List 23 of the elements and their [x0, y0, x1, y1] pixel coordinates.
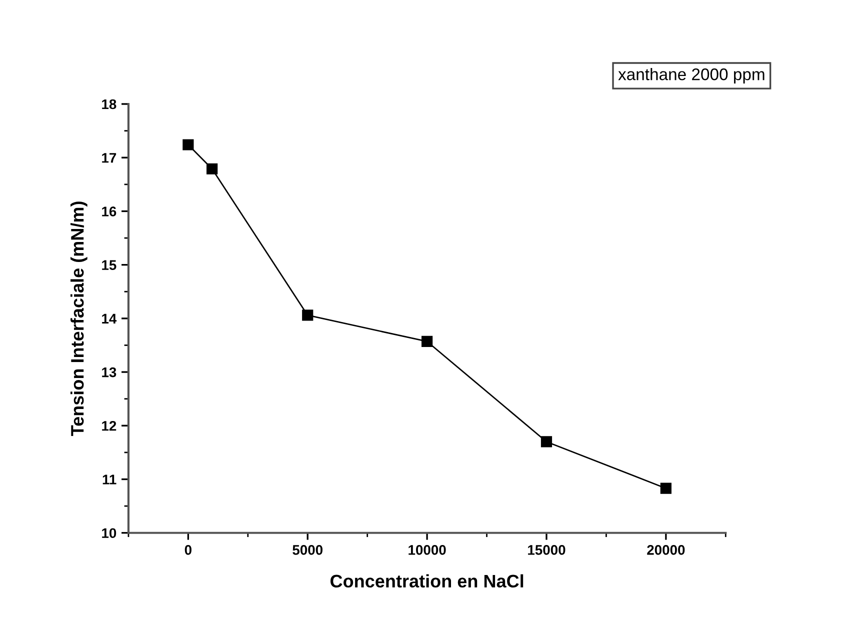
- point: [182, 139, 194, 150]
- x-tick-label: 0: [184, 545, 192, 555]
- y-axis-title: Tension Interfaciale (mN/m): [70, 202, 88, 436]
- point: [540, 436, 552, 448]
- y-tick-label: 16: [102, 206, 116, 216]
- x-tick-label: 20000: [647, 545, 685, 555]
- y-tick-label: 11: [102, 474, 116, 484]
- x-tick-label: 10000: [408, 545, 446, 555]
- x-tick-label: 5000: [292, 545, 322, 555]
- x-axis-title: Concentration en NaCl: [330, 574, 524, 588]
- y-tick-label: 12: [102, 420, 116, 431]
- y-tick-label: 13: [102, 367, 116, 378]
- point: [302, 310, 314, 321]
- point: [206, 163, 218, 174]
- text: xanthane 2000 ppm: [618, 68, 764, 84]
- point: [422, 336, 433, 348]
- y-tick-label: 14: [102, 314, 117, 324]
- y-tick-label: 18: [102, 99, 116, 110]
- x-tick-label: 15000: [528, 545, 566, 555]
- y-tick-label: 15: [102, 260, 116, 270]
- point: [660, 482, 672, 494]
- y-tick-label: 10: [102, 528, 116, 538]
- y-tick-label: 17: [102, 153, 116, 163]
